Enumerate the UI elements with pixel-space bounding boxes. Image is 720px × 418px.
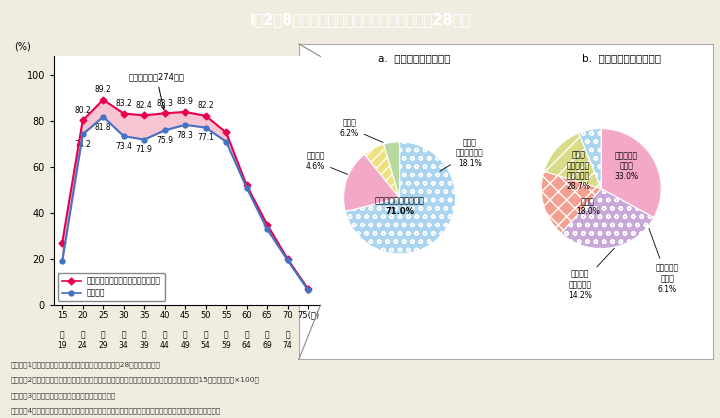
- Text: （備考）1．総務省「労働力調査（詳細集計）」（平成28年）より作成。: （備考）1．総務省「労働力調査（詳細集計）」（平成28年）より作成。: [11, 362, 161, 368]
- Text: 介護・看護
のため
6.1%: 介護・看護 のため 6.1%: [649, 229, 679, 293]
- Text: 83.2: 83.2: [115, 99, 132, 108]
- Y-axis label: (%): (%): [14, 41, 30, 51]
- Wedge shape: [384, 142, 400, 198]
- Text: 81.8: 81.8: [95, 122, 112, 132]
- Text: 出産・育児
のため
33.0%: 出産・育児 のため 33.0%: [614, 151, 639, 181]
- Wedge shape: [364, 144, 400, 198]
- Text: 自営業主
4.6%: 自営業主 4.6%: [306, 152, 348, 174]
- Wedge shape: [579, 129, 601, 189]
- Text: 〜
59: 〜 59: [221, 330, 231, 349]
- Text: 〜
24: 〜 24: [78, 330, 88, 349]
- Wedge shape: [544, 133, 601, 189]
- Text: 73.4: 73.4: [115, 142, 132, 151]
- Text: 適当な
仕事があり
そうにない
28.7%: 適当な 仕事があり そうにない 28.7%: [567, 150, 590, 191]
- Text: b.  求職していない理由別: b. 求職していない理由別: [582, 54, 661, 64]
- Wedge shape: [346, 142, 456, 254]
- Text: 74.2: 74.2: [74, 140, 91, 149]
- Text: 82.2: 82.2: [197, 101, 214, 110]
- Text: 71.9: 71.9: [136, 145, 153, 154]
- Text: 〜
39: 〜 39: [139, 330, 149, 349]
- Text: 〜
49: 〜 49: [180, 330, 190, 349]
- Text: a.  希望する就業形態別: a. 希望する就業形態別: [379, 54, 451, 64]
- Text: 就業希望者：274万人: 就業希望者：274万人: [129, 72, 184, 110]
- Text: 正規の
職員・従業員
18.1%: 正規の 職員・従業員 18.1%: [440, 138, 483, 171]
- Text: 〜
44: 〜 44: [160, 330, 169, 349]
- Wedge shape: [343, 154, 400, 212]
- Text: 非正規の職員・従業員
71.0%: 非正規の職員・従業員 71.0%: [374, 196, 425, 216]
- Text: 82.4: 82.4: [136, 101, 153, 110]
- Text: 83.3: 83.3: [156, 99, 173, 107]
- Text: 83.9: 83.9: [176, 97, 194, 106]
- Text: 〜
69: 〜 69: [262, 330, 272, 349]
- Text: 〜
54: 〜 54: [201, 330, 210, 349]
- Text: 2．労働力率＋就業希望者の対人口割合は，（「労働力人口」＋「就業希望者」）／「15歳以上人口」×100。: 2．労働力率＋就業希望者の対人口割合は，（「労働力人口」＋「就業希望者」）／「1…: [11, 377, 260, 383]
- Text: 〜
74: 〜 74: [283, 330, 292, 349]
- Legend: 労働力率＋就業希望者の対人口割合, 労働力率: 労働力率＋就業希望者の対人口割合, 労働力率: [58, 273, 165, 301]
- Text: 89.2: 89.2: [95, 85, 112, 94]
- Text: その他
6.2%: その他 6.2%: [340, 118, 383, 143]
- Text: 78.3: 78.3: [176, 130, 194, 140]
- Text: 〜
19: 〜 19: [58, 330, 67, 349]
- Text: 3．「自営業主」には，「内職者」を含む。: 3．「自営業主」には，「内職者」を含む。: [11, 392, 116, 399]
- Text: 〜
29: 〜 29: [99, 330, 108, 349]
- Text: I－2－8図　女性の就業希望者の内訳（平成28年）: I－2－8図 女性の就業希望者の内訳（平成28年）: [249, 13, 471, 27]
- Text: 〜
34: 〜 34: [119, 330, 129, 349]
- Text: 80.2: 80.2: [74, 106, 91, 115]
- Wedge shape: [561, 189, 654, 249]
- Text: 〜
64: 〜 64: [242, 330, 251, 349]
- Wedge shape: [541, 171, 601, 233]
- Text: 77.1: 77.1: [197, 133, 214, 143]
- Text: 健康上の
理由のため
14.2%: 健康上の 理由のため 14.2%: [568, 248, 614, 300]
- Text: その他
18.0%: その他 18.0%: [576, 197, 600, 217]
- Wedge shape: [601, 129, 661, 217]
- Text: 4．割合は，希望する就業形態別内訳及び求職していない理由別内訳の合計に占める割合を示す。: 4．割合は，希望する就業形態別内訳及び求職していない理由別内訳の合計に占める割合…: [11, 407, 221, 414]
- Text: 75.9: 75.9: [156, 136, 173, 145]
